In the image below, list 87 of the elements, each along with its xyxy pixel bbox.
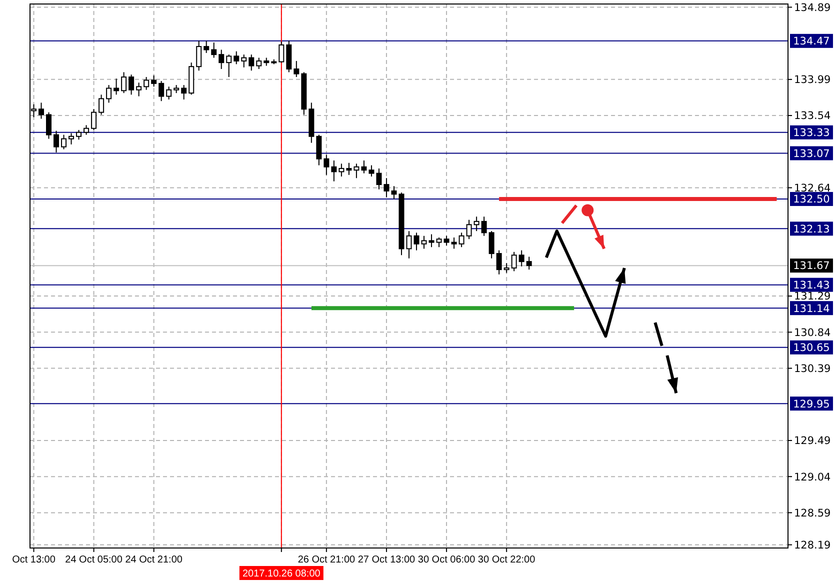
candlestick [91,108,97,130]
candlestick [84,124,90,136]
x-tick-label: 30 Oct 22:00 [478,554,536,566]
candlestick [331,160,337,182]
candlestick [428,234,434,248]
candlestick [488,230,494,259]
x-tick-label: 24 Oct 05:00 [65,554,123,566]
candlestick [368,164,374,178]
candlestick [391,186,397,200]
candlestick [518,250,524,267]
candlestick [166,86,172,100]
x-tick-label: 26 Oct 21:00 [298,554,356,566]
y-tick-label: 131.29 [794,290,831,303]
candlestick [256,57,262,70]
candlestick [436,236,442,248]
candlestick [234,50,240,65]
candlestick [211,42,217,58]
ref-line-label: 131.14 [793,302,830,315]
ref-line-label: 131.43 [793,280,830,292]
candlestick [526,256,532,270]
candlestick [338,163,344,178]
y-tick-label: 130.39 [794,362,831,375]
candlestick [144,76,150,90]
candlestick [451,236,457,250]
candlestick [61,134,67,150]
candlestick [136,82,142,97]
candlestick [474,216,480,232]
candlestick [346,162,352,176]
x-tick-label: 24 Oct 21:00 [125,554,183,566]
candlestick [151,74,157,88]
candlestick [316,134,322,166]
candlestick [196,40,202,72]
candlestick [414,232,420,251]
y-tick-label: 130.84 [794,326,832,339]
candlestick [354,163,360,179]
candlestick [98,94,104,116]
ref-line-label: 130.65 [793,342,830,354]
candlestick [76,129,82,140]
candlestick [68,132,74,145]
candlestick [444,235,450,246]
candlestick [324,154,330,176]
candlestick [481,216,487,236]
y-tick-label: 128.59 [794,507,831,520]
candlestick [511,251,517,272]
candlestick [376,168,382,190]
candlestick [458,232,464,248]
x-tick-label: 2017.10.26 08:00 [242,568,321,580]
candlestick [294,60,300,78]
y-tick-label: 129.04 [794,471,832,484]
candlestick [54,130,60,153]
y-tick-label: 133.99 [794,74,831,86]
y-tick-label: 132.64 [794,182,832,194]
candlestick [181,84,187,100]
y-tick-label: 133.54 [794,110,832,122]
candlestick [46,112,52,140]
ref-line-label: 131.67 [793,260,830,272]
candlestick [114,78,120,96]
y-tick-label: 128.19 [794,539,831,552]
y-tick-label: 134.89 [794,2,831,14]
candlestick [106,84,112,104]
y-tick-label: 129.49 [794,435,831,448]
candlestick [38,102,44,120]
candlestick [226,54,232,78]
candlestick [204,40,210,54]
ref-line-label: 133.07 [793,148,830,160]
ref-line-label: 133.33 [793,127,830,140]
candlestick [241,54,247,68]
candlestick [128,74,134,96]
candlestick [278,41,284,64]
ref-line-label: 132.50 [793,194,830,206]
candlestick [248,54,254,72]
x-tick-label: Oct 13:00 [12,554,56,566]
candlestick [384,178,390,198]
candlestick [504,262,510,274]
candlestick [496,250,502,275]
candlestick [218,49,224,70]
x-tick-label: 27 Oct 13:00 [358,554,416,566]
candlestick [406,230,412,259]
ref-line-label: 132.13 [793,223,830,236]
x-tick-label: 30 Oct 06:00 [418,554,476,566]
candlestick [361,160,367,174]
candlestick [158,80,164,102]
candlestick [121,72,127,94]
ref-line-label: 129.95 [793,398,830,410]
ref-line-label: 134.47 [793,36,830,48]
candlestick [421,235,427,250]
candlestick [466,219,472,240]
